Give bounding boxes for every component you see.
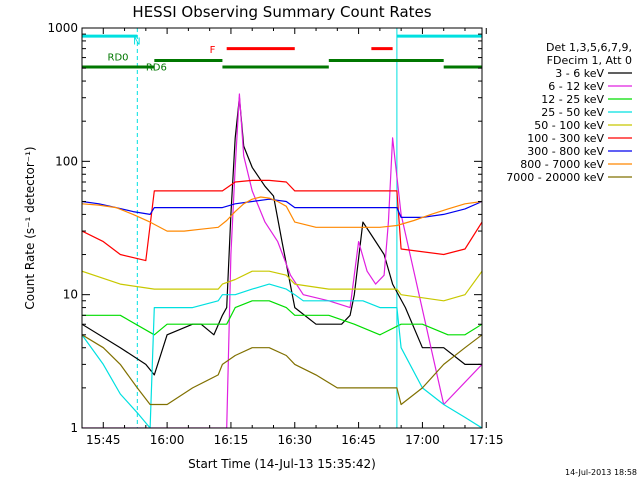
chart-marks: N F RD0 RD6 bbox=[82, 28, 482, 428]
x-tick-label-4: 16:30 bbox=[277, 433, 312, 447]
y-tick-label-4: 1000 bbox=[47, 21, 78, 35]
chart-title: HESSI Observing Summary Count Rates bbox=[132, 3, 431, 21]
annotation-n: N bbox=[133, 37, 140, 48]
series-line-4 bbox=[82, 283, 482, 428]
series-line-1 bbox=[82, 97, 482, 376]
series-line-9 bbox=[82, 334, 482, 406]
x-tick-label-7: 17:15 bbox=[469, 433, 504, 447]
legend-label-1: 3 - 6 keV bbox=[555, 67, 604, 80]
x-tick-label-6: 17:00 bbox=[405, 433, 440, 447]
legend-label-7: 300 - 800 keV bbox=[527, 145, 604, 158]
y-tick-label-3: 100 bbox=[55, 154, 78, 168]
plot-area bbox=[82, 28, 482, 428]
legend-header-line-1: Det 1,3,5,6,7,9, bbox=[546, 41, 632, 54]
legend-label-5: 50 - 100 keV bbox=[534, 119, 604, 132]
legend-header-line-2: FDecim 1, Att 0 bbox=[547, 54, 632, 67]
date-stamp: 14-Jul-2013 18:58 bbox=[565, 468, 637, 477]
x-axis-label: Start Time (14-Jul-13 15:35:42) bbox=[188, 457, 376, 471]
series-line-6 bbox=[82, 179, 482, 262]
series-line-2 bbox=[82, 93, 482, 428]
x-tick-label-3: 16:15 bbox=[214, 433, 249, 447]
x-tick-label-5: 16:45 bbox=[341, 433, 376, 447]
legend-label-4: 25 - 50 keV bbox=[541, 106, 604, 119]
annotation-rd6: RD6 bbox=[146, 63, 167, 74]
legend-label-8: 800 - 7000 keV bbox=[520, 158, 604, 171]
series-line-7 bbox=[82, 198, 482, 218]
y-tick-label-2: 10 bbox=[63, 288, 78, 302]
axis-ticks: 15:45 16:00 16:15 16:30 16:45 17:00 17:15 1 10 10… bbox=[47, 21, 503, 447]
legend-label-6: 100 - 300 keV bbox=[527, 132, 604, 145]
y-tick-label-1: 1 bbox=[70, 421, 78, 435]
annotation-rd0: RD0 bbox=[108, 53, 129, 64]
legend-label-2: 6 - 12 keV bbox=[548, 80, 604, 93]
plot-frame bbox=[81, 27, 483, 429]
series-line-3 bbox=[82, 300, 482, 336]
legend-label-9: 7000 - 20000 keV bbox=[506, 171, 604, 184]
series-line-8 bbox=[82, 196, 482, 232]
series-line-5 bbox=[82, 270, 482, 302]
y-axis-label: Count Rate (s⁻¹ detector⁻¹) bbox=[23, 146, 37, 309]
annotation-f: F bbox=[210, 45, 216, 56]
legend-label-3: 12 - 25 keV bbox=[541, 93, 604, 106]
x-tick-label-2: 16:00 bbox=[150, 433, 185, 447]
x-tick-label-1: 15:45 bbox=[86, 433, 121, 447]
legend: Det 1,3,5,6,7,9, FDecim 1, Att 0 3 - 6 k… bbox=[506, 41, 632, 184]
